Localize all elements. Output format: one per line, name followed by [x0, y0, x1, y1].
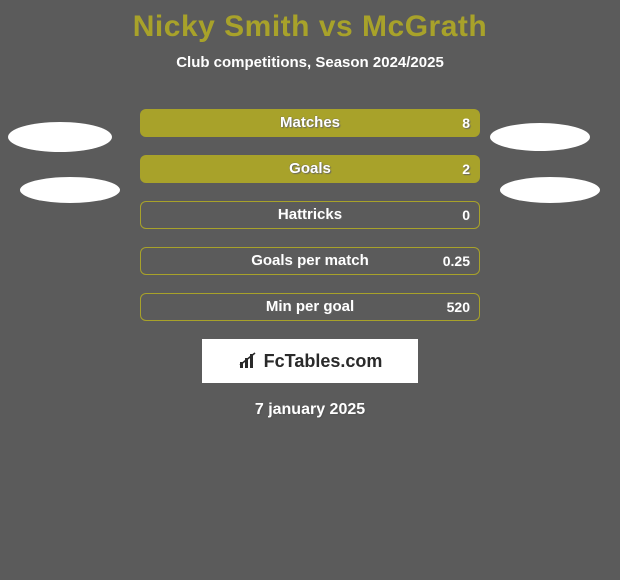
bar-left: [140, 109, 310, 137]
page-title: Nicky Smith vs McGrath: [0, 0, 620, 44]
source-logo: FcTables.com: [202, 339, 418, 383]
stat-row: Goals per match0.25: [0, 247, 620, 275]
stat-row: Matches8: [0, 109, 620, 137]
subtitle: Club competitions, Season 2024/2025: [0, 54, 620, 71]
bar-right: [310, 109, 480, 137]
stats-chart: Matches8 Goals2 Hattricks0 Goals per match0…: [0, 109, 620, 321]
stat-value-right: 0.25: [443, 247, 470, 275]
stat-value-right: 2: [462, 155, 470, 183]
stat-value-right: 0: [462, 201, 470, 229]
logo-content: FcTables.com: [238, 351, 383, 372]
stat-row: Min per goal520: [0, 293, 620, 321]
chart-icon: [238, 352, 260, 370]
comparison-infographic: Nicky Smith vs McGrath Club competitions…: [0, 0, 620, 580]
stat-value-right: 8: [462, 109, 470, 137]
date-label: 7 january 2025: [0, 401, 620, 419]
bar-right: [310, 155, 480, 183]
bar-left: [140, 155, 310, 183]
bar-outline: [140, 247, 480, 275]
logo-text-fc: Fc: [264, 351, 285, 371]
stat-row: Goals2: [0, 155, 620, 183]
logo-text-rest: Tables.com: [285, 351, 383, 371]
stat-row: Hattricks0: [0, 201, 620, 229]
bar-outline: [140, 293, 480, 321]
stat-value-right: 520: [447, 293, 470, 321]
bar-outline: [140, 201, 480, 229]
